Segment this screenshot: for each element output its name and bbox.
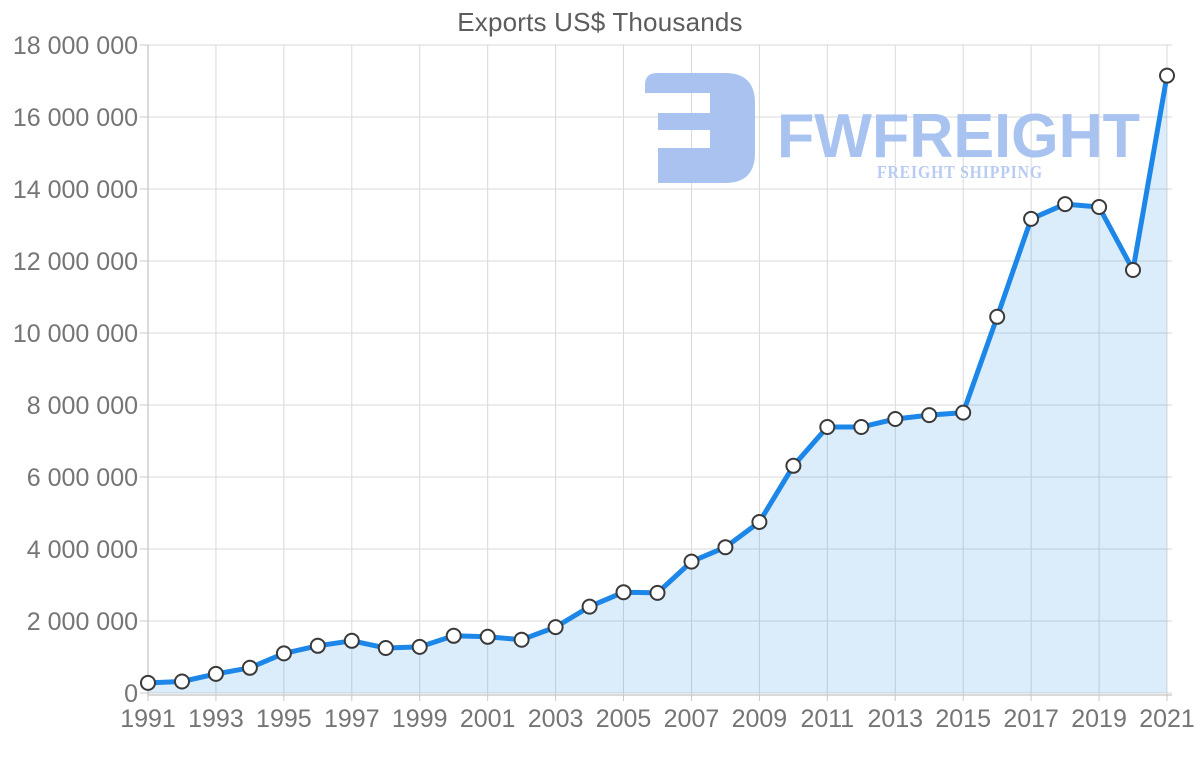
data-point-1998[interactable] — [377, 640, 394, 656]
x-axis-label: 1991 — [120, 705, 176, 733]
data-point-2000[interactable] — [445, 627, 462, 644]
data-point-2017[interactable] — [1023, 210, 1040, 227]
data-point-2011[interactable] — [819, 419, 836, 435]
x-axis-label: 1993 — [188, 705, 244, 733]
x-axis-label: 2005 — [596, 705, 652, 733]
data-point-1993[interactable] — [207, 665, 224, 682]
x-axis-label: 2019 — [1071, 705, 1127, 733]
y-axis-label: 16 000 000 — [13, 104, 138, 132]
x-axis-label: 2021 — [1139, 705, 1195, 733]
x-axis-label: 2003 — [528, 705, 584, 733]
data-point-1994[interactable] — [241, 659, 258, 676]
data-point-2015[interactable] — [955, 404, 972, 421]
y-axis-label: 8 000 000 — [27, 392, 138, 420]
x-axis-label: 2017 — [1003, 705, 1059, 733]
y-axis-label: 4 000 000 — [27, 536, 138, 564]
data-point-2009[interactable] — [751, 514, 768, 530]
y-axis-label: 14 000 000 — [13, 176, 138, 204]
data-point-2003[interactable] — [547, 619, 564, 636]
chart-title: Exports US$ Thousands — [457, 7, 743, 37]
x-axis-label: 2013 — [867, 705, 923, 733]
y-axis-label: 18 000 000 — [13, 32, 138, 60]
x-axis-label: 2011 — [800, 705, 854, 733]
x-axis-label: 2015 — [935, 705, 991, 733]
x-axis-label: 1995 — [256, 705, 312, 733]
data-point-2001[interactable] — [479, 628, 496, 645]
data-point-2016[interactable] — [989, 308, 1006, 325]
data-point-2021[interactable] — [1159, 67, 1175, 84]
data-point-2019[interactable] — [1091, 199, 1108, 215]
data-point-1991[interactable] — [140, 674, 156, 691]
data-point-2020[interactable] — [1125, 262, 1141, 278]
data-point-2012[interactable] — [853, 419, 870, 435]
watermark-brand-text: FWFREIGHT — [777, 102, 1140, 171]
data-point-2014[interactable] — [921, 407, 938, 424]
series-area-fill — [148, 75, 1167, 694]
data-point-2005[interactable] — [615, 584, 632, 601]
x-axis-label: 2009 — [732, 705, 788, 733]
data-point-2007[interactable] — [683, 553, 700, 570]
freight-logo-icon — [645, 73, 755, 183]
y-axis-label: 12 000 000 — [13, 248, 138, 276]
data-point-2006[interactable] — [649, 584, 666, 601]
watermark-tagline-text: FREIGHT SHIPPING — [877, 162, 1043, 182]
data-point-1992[interactable] — [174, 673, 190, 690]
y-axis-label: 0 — [124, 680, 138, 708]
data-point-1997[interactable] — [343, 632, 360, 649]
data-point-2013[interactable] — [887, 411, 904, 427]
data-point-1995[interactable] — [275, 645, 292, 662]
y-axis-label: 6 000 000 — [27, 464, 138, 492]
x-axis-label: 1997 — [324, 705, 380, 733]
data-point-2010[interactable] — [785, 457, 802, 474]
x-axis-label: 2007 — [664, 705, 720, 733]
data-point-1996[interactable] — [309, 637, 326, 654]
data-point-2004[interactable] — [581, 598, 598, 615]
data-point-2002[interactable] — [513, 631, 530, 648]
x-axis-label: 2001 — [460, 705, 516, 733]
x-axis-label: 1999 — [392, 705, 448, 733]
data-point-1999[interactable] — [411, 638, 428, 655]
data-point-2008[interactable] — [717, 539, 734, 556]
data-point-2018[interactable] — [1057, 196, 1074, 213]
y-axis-label: 10 000 000 — [13, 320, 138, 348]
y-axis-label: 2 000 000 — [27, 608, 138, 636]
